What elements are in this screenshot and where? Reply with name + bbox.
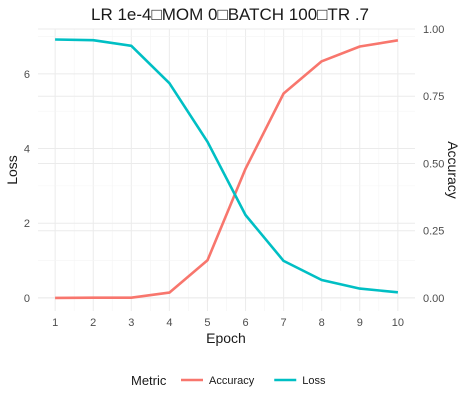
x-tick-label: 2 [90,317,96,329]
y2-tick-label: 0.00 [423,293,444,305]
x-tick-label: 7 [281,317,287,329]
chart-title: LR 1e-4□MOM 0□BATCH 100□TR .7 [91,5,369,24]
legend-label-loss: Loss [302,375,326,387]
legend-title: Metric [131,373,167,388]
tick-labels: 1 2 3 4 5 6 7 8 9 10 0 2 4 6 0.00 0.25 0.50 0.75 1.00 [24,24,445,329]
x-tick-label: 8 [319,317,325,329]
y2-axis-title: Accuracy [445,141,461,199]
y-axis-title: Loss [4,155,20,185]
x-tick-label: 4 [166,317,172,329]
x-tick-label: 1 [52,317,58,329]
y-tick-label: 6 [24,69,30,81]
y2-tick-label: 1.00 [423,24,444,36]
legend: Metric Accuracy Loss [131,373,326,388]
y-tick-label: 4 [24,144,30,156]
legend-items: Accuracy Loss [181,375,326,387]
y2-tick-label: 0.50 [423,158,444,170]
legend-label-accuracy: Accuracy [209,375,255,387]
x-tick-label: 9 [357,317,363,329]
x-tick-label: 10 [392,317,404,329]
y-tick-label: 2 [24,218,30,230]
x-axis-title: Epoch [206,330,246,346]
y-tick-label: 0 [24,293,30,305]
grid [38,29,415,311]
y2-tick-label: 0.25 [423,226,444,238]
x-tick-label: 5 [204,317,210,329]
x-tick-label: 3 [128,317,134,329]
y2-tick-label: 0.75 [423,91,444,103]
x-tick-label: 6 [242,317,248,329]
